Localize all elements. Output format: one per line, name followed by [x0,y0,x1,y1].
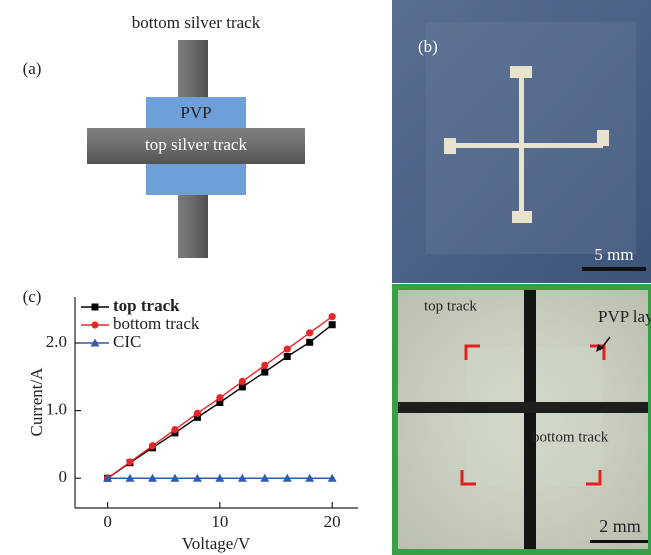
label: PVP [180,103,211,122]
legend-label: CIC [113,332,141,351]
data-point [171,426,178,433]
y-axis-title: Current/A [27,367,46,437]
top-track-line [524,290,536,549]
data-point [306,329,313,336]
legend-marker [91,321,98,328]
data-point [261,369,268,376]
scale-bar [582,267,646,271]
data-point [261,362,268,369]
panel-d: top track PVP layer bottom track 2 mm [395,287,651,552]
legend-marker [92,304,99,311]
bottom-track-line [398,402,648,413]
data-point [216,394,223,401]
label: top silver track [145,135,247,154]
data-point [126,458,133,465]
panel-label: (b) [418,37,438,56]
y-tick-label: 0 [59,467,68,486]
data-point [284,345,291,352]
panel-c: (c) Voltage/V Current/A 0 1.0 2.0 0 10 20 top … [23,287,358,553]
x-tick-label: 0 [103,512,112,531]
x-axis-title: Voltage/V [182,534,251,553]
panel-a: bottom silver track (a) PVP top silver t… [23,13,305,258]
panel-label: (a) [23,59,42,78]
data-point [284,353,291,360]
panel-label: (c) [23,287,42,306]
label: PVP layer [598,307,651,326]
label: top track [424,298,477,314]
data-point [329,313,336,320]
data-point [329,321,336,328]
y-tick-label: 2.0 [46,332,67,351]
panel-b: (b) 5 mm [392,0,651,283]
legend-label: top track [113,296,180,315]
data-point [149,442,156,449]
label: bottom silver track [132,13,261,32]
x-tick-label: 10 [211,512,228,531]
data-point [306,339,313,346]
data-point [194,410,201,417]
data-point [239,378,246,385]
scale-bar [590,540,648,543]
figure: bottom silver track (a) PVP top silver t… [0,0,651,555]
legend-label: bottom track [113,314,200,333]
label: bottom track [532,429,609,445]
x-tick-label: 20 [324,512,341,531]
scale-label: 5 mm [594,245,633,264]
scale-label: 2 mm [599,516,641,536]
y-tick-label: 1.0 [46,400,67,419]
